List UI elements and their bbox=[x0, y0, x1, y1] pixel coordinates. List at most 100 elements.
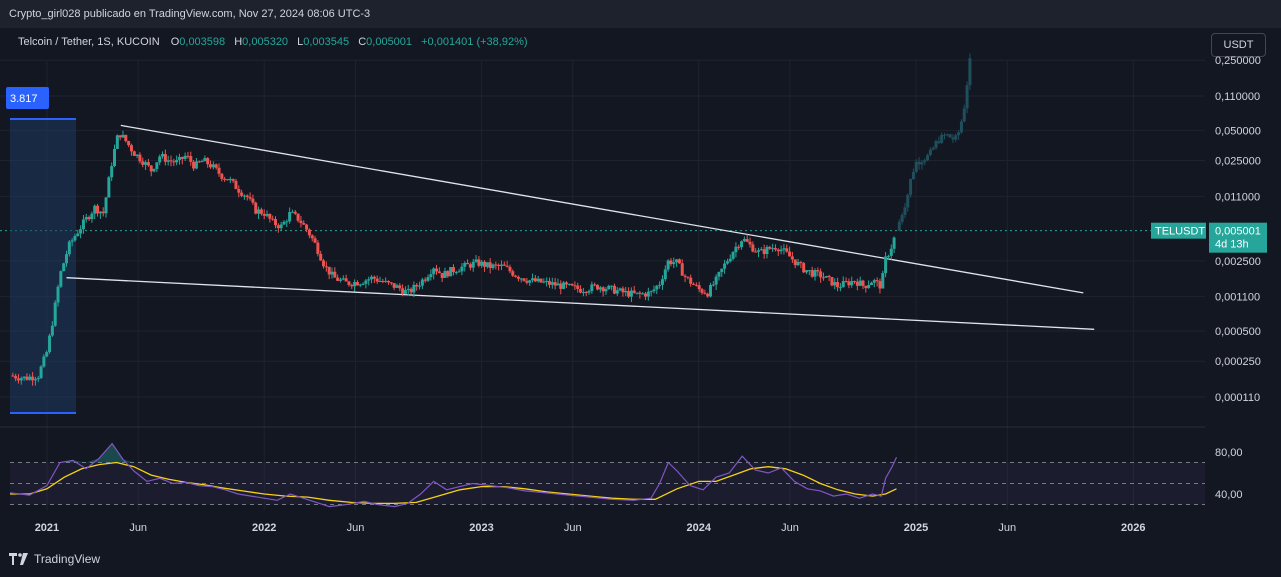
candle-body bbox=[451, 267, 455, 273]
candle-body bbox=[742, 239, 746, 242]
candle-body bbox=[858, 280, 862, 286]
candle-body bbox=[104, 197, 108, 214]
price-tick-label: 0,050000 bbox=[1215, 125, 1261, 137]
projection-candles bbox=[897, 53, 972, 232]
candle-body bbox=[330, 271, 334, 275]
publisher-bar: Crypto_girl028 publicado en TradingView.… bbox=[0, 0, 1281, 28]
candle-body bbox=[805, 270, 809, 273]
candle-body bbox=[819, 271, 823, 278]
candle-body bbox=[386, 280, 390, 283]
price-tag-box bbox=[1209, 222, 1267, 253]
candle-body bbox=[833, 282, 837, 286]
candle-body bbox=[435, 268, 439, 272]
candle-body bbox=[265, 213, 269, 216]
candle-body bbox=[248, 197, 252, 199]
candle-body bbox=[559, 283, 563, 289]
candle-body bbox=[740, 241, 744, 248]
price-tick-label: 0,011000 bbox=[1215, 191, 1260, 203]
candle-body bbox=[514, 275, 518, 277]
candle-body bbox=[39, 366, 43, 379]
candle-body bbox=[118, 135, 122, 138]
candle-body bbox=[234, 180, 238, 190]
tradingview-logo[interactable]: TradingView bbox=[9, 552, 100, 566]
candle-body bbox=[319, 253, 323, 261]
candle-body bbox=[161, 154, 165, 157]
candle-body bbox=[443, 271, 447, 278]
candle-body bbox=[590, 284, 594, 292]
candle-body bbox=[782, 248, 786, 250]
candle-body bbox=[516, 276, 520, 279]
candle-body bbox=[694, 284, 698, 286]
candle-body bbox=[353, 282, 357, 287]
candle-body bbox=[206, 158, 210, 165]
candle-body bbox=[646, 291, 650, 297]
candle-body bbox=[124, 134, 128, 142]
candle-body bbox=[14, 376, 18, 379]
candle-body bbox=[607, 285, 611, 290]
candle-body bbox=[240, 192, 244, 196]
candle-body bbox=[700, 289, 704, 293]
projection-candle-body bbox=[937, 141, 941, 143]
candle-body bbox=[73, 236, 77, 241]
candle-body bbox=[180, 156, 184, 159]
candle-body bbox=[672, 262, 676, 265]
candle-body bbox=[850, 281, 854, 286]
rsi-band bbox=[10, 462, 1205, 505]
candle-body bbox=[508, 266, 512, 272]
candle-body bbox=[824, 276, 828, 278]
candle-body bbox=[90, 213, 94, 220]
candle-body bbox=[11, 375, 15, 377]
candle-body bbox=[638, 292, 642, 294]
candle-body bbox=[316, 242, 320, 254]
candle-body bbox=[76, 233, 80, 237]
candle-body bbox=[624, 290, 628, 293]
candle-body bbox=[398, 285, 402, 289]
candle-body bbox=[141, 161, 145, 165]
candle-body bbox=[84, 217, 88, 220]
candle-body bbox=[200, 161, 204, 163]
projection-candle-body bbox=[903, 207, 907, 215]
candle-body bbox=[830, 277, 834, 286]
projection-candle-body bbox=[917, 161, 921, 165]
candle-body bbox=[519, 278, 523, 280]
candle-body bbox=[889, 248, 893, 256]
currency-button[interactable]: USDT bbox=[1211, 33, 1266, 57]
candle-body bbox=[875, 280, 879, 282]
candle-body bbox=[81, 219, 85, 230]
candle-body bbox=[708, 285, 712, 297]
candle-body bbox=[485, 262, 489, 267]
time-tick-label: Jun bbox=[564, 522, 582, 534]
candle-body bbox=[604, 289, 608, 292]
symbol-title[interactable]: Telcoin / Tether, 1S, KUCOIN bbox=[18, 36, 160, 48]
candle-body bbox=[660, 279, 664, 285]
candle-body bbox=[847, 281, 851, 286]
low-value: 0,003545 bbox=[303, 36, 350, 48]
candle-body bbox=[768, 246, 772, 249]
candle-body bbox=[271, 218, 275, 220]
candle-body bbox=[658, 284, 662, 286]
candle-body bbox=[886, 255, 890, 257]
candle-body bbox=[228, 179, 232, 181]
candle-body bbox=[220, 173, 224, 179]
rsi-ma-line bbox=[10, 461, 897, 505]
price-tick-label: 0,000110 bbox=[1215, 392, 1260, 404]
time-tick-label: 2024 bbox=[687, 522, 712, 534]
candle-body bbox=[322, 260, 326, 267]
candle-body bbox=[641, 293, 645, 295]
candle-body bbox=[274, 219, 278, 226]
candle-body bbox=[545, 280, 549, 282]
candle-body bbox=[564, 282, 568, 285]
candle-body bbox=[375, 278, 379, 282]
price-tick-label: 0,000250 bbox=[1215, 356, 1261, 368]
candle-body bbox=[531, 278, 535, 281]
time-tick-label: Jun bbox=[781, 522, 799, 534]
time-tick-label: 2025 bbox=[904, 522, 928, 534]
candle-body bbox=[779, 249, 783, 252]
price-tick-label: 0,110000 bbox=[1215, 91, 1260, 103]
candle-body bbox=[528, 280, 532, 283]
candle-body bbox=[166, 160, 170, 162]
candle-body bbox=[129, 145, 133, 152]
candle-body bbox=[494, 264, 498, 266]
chart-svg[interactable]: 0,250000 0,110000 0,050000 0,025000 0,011000… bbox=[0, 0, 1281, 540]
candle-body bbox=[418, 285, 422, 287]
